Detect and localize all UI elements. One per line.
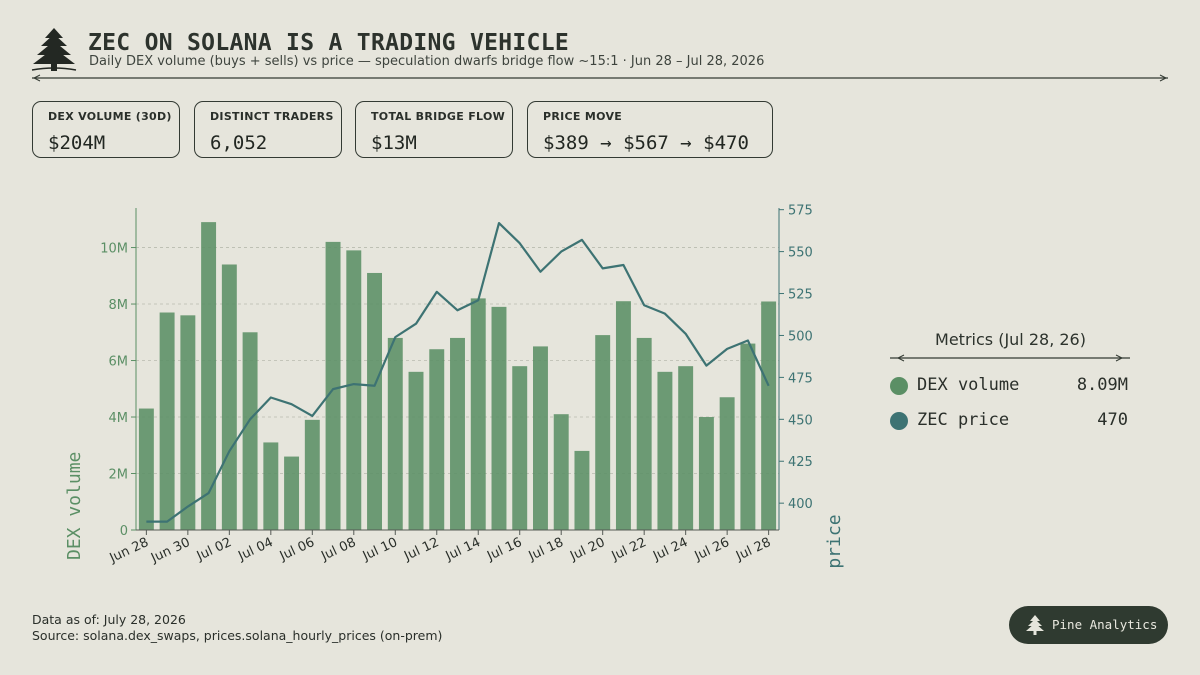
page-title: ZEC ON SOLANA IS A TRADING VEHICLE (88, 30, 570, 56)
metric-name: ZEC price (917, 410, 1010, 430)
bar-jul-27 (740, 343, 756, 530)
bar-jul-08 (346, 250, 362, 531)
y2-tick-label: 500 (788, 329, 813, 344)
bar-jul-24 (678, 366, 694, 530)
bar-jul-12 (429, 349, 445, 530)
y-tick-label: 10M (100, 242, 128, 257)
x-tick-label: Jul 02 (194, 535, 234, 564)
bar-jul-28 (761, 301, 777, 530)
bar-jul-11 (408, 371, 424, 530)
x-tick-label: Jun 30 (148, 535, 192, 566)
metrics-title: Metrics (Jul 28, 26) (935, 330, 1086, 349)
bar-jul-19 (574, 450, 590, 530)
kpi-label: DEX VOLUME (30D) (48, 110, 172, 123)
metric-name: DEX volume (917, 375, 1020, 395)
x-tick-label: Jul 20 (567, 535, 607, 564)
kpi-card-bridge-flow: TOTAL BRIDGE FLOW $13M (355, 101, 513, 158)
metric-value: 470 (1097, 410, 1128, 430)
metric-legend-dot (890, 412, 908, 430)
x-tick-label: Jul 22 (609, 535, 649, 564)
y2-tick-label: 550 (788, 246, 813, 261)
metric-value: 8.09M (1076, 375, 1128, 395)
data-as-of-note: Data as of: July 28, 2026 (32, 612, 186, 627)
metric-legend-dot (890, 377, 908, 395)
x-tick-label: Jul 24 (650, 535, 690, 564)
x-tick-label: Jul 28 (733, 535, 773, 564)
x-tick-label: Jul 04 (235, 535, 275, 564)
bar-jun-28 (138, 408, 154, 530)
brand-badge: Pine Analytics (1009, 606, 1168, 644)
bar-jul-05 (284, 456, 300, 530)
bar-jul-25 (698, 417, 714, 530)
source-note: Source: solana.dex_swaps, prices.solana_… (32, 628, 443, 643)
bar-jul-06 (304, 419, 320, 530)
brand-name: Pine Analytics (1052, 617, 1158, 632)
bar-jul-09 (367, 272, 382, 530)
bar-jul-26 (719, 397, 735, 530)
kpi-label: TOTAL BRIDGE FLOW (371, 110, 506, 123)
y-axis-label: DEX volume (64, 452, 85, 560)
x-tick-label: Jun 28 (107, 535, 151, 566)
y2-tick-label: 575 (788, 204, 813, 219)
bar-jul-21 (615, 301, 631, 530)
bar-jul-14 (470, 298, 486, 530)
bar-jul-20 (595, 335, 611, 530)
x-tick-label: Jul 14 (443, 535, 483, 564)
bar-jul-10 (387, 337, 403, 530)
y2-axis-label: ZEC price (824, 514, 845, 580)
x-tick-label: Jul 08 (318, 535, 358, 564)
bar-jul-23 (657, 371, 673, 530)
kpi-card-distinct-traders: DISTINCT TRADERS 6,052 (194, 101, 342, 158)
bar-jul-03 (242, 332, 258, 530)
bar-jul-13 (450, 337, 465, 530)
kpi-label: PRICE MOVE (543, 110, 623, 123)
kpi-card-price-move: PRICE MOVE $389 → $567 → $470 (527, 101, 773, 158)
y2-tick-label: 450 (788, 413, 813, 428)
kpi-value: $13M (371, 132, 417, 154)
bar-jun-29 (159, 312, 175, 530)
bar-jul-02 (221, 264, 237, 530)
bar-jul-15 (491, 306, 507, 530)
metrics-divider (890, 354, 1130, 362)
bar-jul-04 (263, 442, 279, 530)
bar-jun-30 (180, 315, 196, 530)
volume-price-chart: 0 2M 4M 6M 8M 10M 400 425 450 475 500 525 550 575 Jun … (64, 204, 845, 580)
kpi-value: $204M (48, 132, 106, 154)
x-tick-label: Jul 18 (526, 535, 566, 564)
y-tick-label: 0 (120, 524, 128, 539)
y2-tick-label: 475 (788, 371, 813, 386)
kpi-label: DISTINCT TRADERS (210, 110, 334, 123)
x-tick-label: Jul 06 (277, 535, 317, 564)
bar-jul-17 (533, 346, 548, 530)
kpi-value: 6,052 (210, 132, 268, 154)
y2-tick-label: 425 (788, 455, 813, 470)
metric-row-dex-volume: DEX volume 8.09M (890, 374, 1130, 398)
pine-tree-icon (1026, 615, 1044, 635)
header-divider (32, 74, 1168, 82)
page-subtitle: Daily DEX volume (buys + sells) vs price… (89, 54, 765, 69)
y-tick-label: 4M (109, 411, 129, 426)
x-tick-label: Jul 10 (360, 535, 400, 564)
y-tick-label: 6M (109, 355, 129, 370)
kpi-card-dex-volume: DEX VOLUME (30D) $204M (32, 101, 180, 158)
bar-jul-18 (553, 414, 569, 530)
y-tick-label: 2M (109, 468, 129, 483)
zec-price-line (146, 221, 770, 523)
bar-jul-22 (636, 337, 652, 530)
bar-jul-07 (325, 241, 341, 530)
x-tick-label: Jul 12 (401, 535, 441, 564)
bar-jul-01 (201, 222, 217, 530)
y2-tick-label: 525 (788, 288, 813, 303)
y-tick-label: 8M (109, 298, 129, 313)
kpi-value: $389 → $567 → $470 (543, 132, 749, 154)
pine-tree-logo-icon (31, 28, 77, 71)
x-tick-label: Jul 16 (484, 535, 524, 564)
y2-tick-label: 400 (788, 497, 813, 512)
metric-row-zec-price: ZEC price 470 (890, 409, 1130, 433)
x-tick-label: Jul 26 (692, 535, 732, 564)
bar-jul-16 (512, 366, 528, 530)
